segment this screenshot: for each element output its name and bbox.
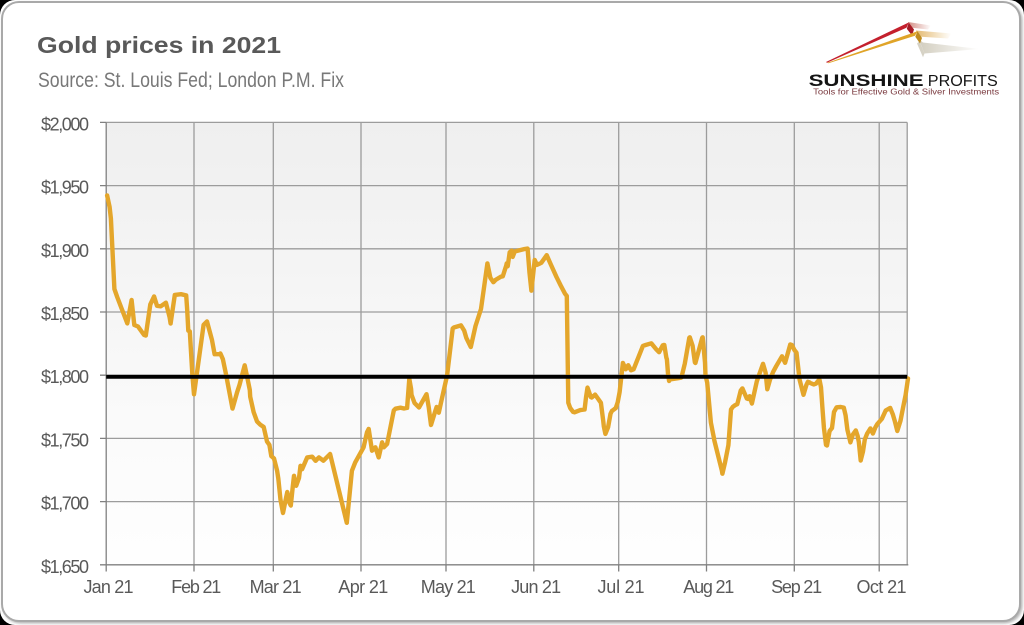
svg-text:Apr 21: Apr 21	[338, 577, 388, 597]
svg-text:Feb 21: Feb 21	[171, 577, 221, 597]
svg-text:$2,000: $2,000	[41, 114, 89, 134]
svg-text:$1,850: $1,850	[41, 304, 89, 324]
svg-text:PROFITS: PROFITS	[928, 73, 998, 90]
svg-text:Jun 21: Jun 21	[511, 577, 561, 597]
svg-text:$1,900: $1,900	[41, 241, 89, 261]
svg-text:$1,800: $1,800	[41, 367, 89, 387]
svg-text:$1,650: $1,650	[41, 557, 89, 577]
svg-text:May 21: May 21	[421, 577, 476, 597]
svg-text:$1,950: $1,950	[41, 178, 89, 198]
svg-text:Aug 21: Aug 21	[683, 577, 734, 597]
svg-text:SUNSHINE: SUNSHINE	[809, 71, 924, 90]
svg-text:$1,700: $1,700	[41, 494, 89, 514]
svg-text:Tools for Effective Gold & Sil: Tools for Effective Gold & Silver Invest…	[813, 87, 999, 96]
svg-text:Oct 21: Oct 21	[857, 577, 907, 597]
svg-text:Jan 21: Jan 21	[84, 577, 134, 597]
svg-text:Sep 21: Sep 21	[771, 577, 822, 597]
svg-text:$1,750: $1,750	[41, 430, 89, 450]
svg-text:Jul 21: Jul 21	[598, 577, 645, 597]
svg-text:Mar 21: Mar 21	[250, 577, 302, 597]
